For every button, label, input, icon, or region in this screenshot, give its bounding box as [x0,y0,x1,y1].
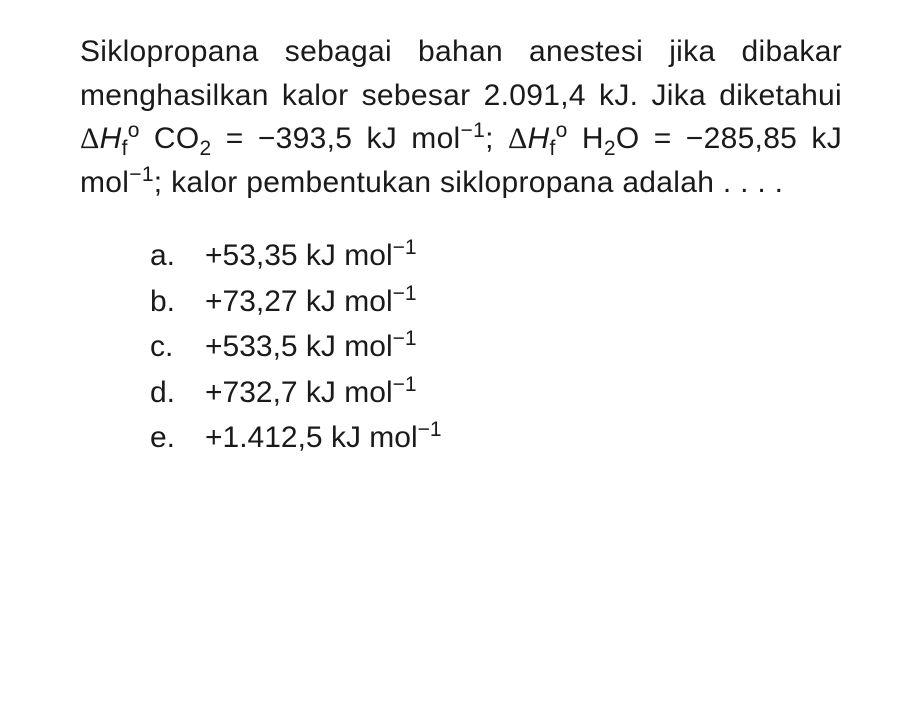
H-symbol: H [528,122,550,155]
question-line1: Siklopropana sebagai bahan anestesi [80,35,643,68]
subscript-2: 2 [200,137,212,160]
question-text: Siklopropana sebagai bahan anestesi jika… [80,30,842,204]
option-b: b. +73,27 kJ mol−1 [150,280,842,324]
superscript-o: o [128,119,140,142]
option-d: d. +732,7 kJ mol−1 [150,371,842,415]
delta-symbol: Δ [508,122,528,155]
options-list: a. +53,35 kJ mol−1 b. +73,27 kJ mol−1 c.… [80,234,842,460]
option-text-e: +1.412,5 kJ mol−1 [205,416,842,460]
question-line3-part1: 2.091,4 kJ. Jika diketahui [484,79,842,112]
semicolon: ; [485,122,508,155]
option-letter-a: a. [150,234,205,278]
option-letter-c: c. [150,325,205,369]
option-e: e. +1.412,5 kJ mol−1 [150,416,842,460]
option-text-b: +73,27 kJ mol−1 [205,280,842,324]
option-letter-d: d. [150,371,205,415]
question-line4-part1: = −393,5 kJ mol [226,122,461,155]
H2O-O: O = [616,122,672,155]
CO2-label: CO [140,122,200,155]
option-letter-b: b. [150,280,205,324]
superscript-o: o [556,119,568,142]
option-a: a. +53,35 kJ mol−1 [150,234,842,278]
option-letter-e: e. [150,416,205,460]
superscript-neg1: −1 [461,119,486,142]
superscript-neg1: −1 [129,163,154,186]
option-text-c: +533,5 kJ mol−1 [205,325,842,369]
option-c: c. +533,5 kJ mol−1 [150,325,842,369]
question-line5-part2: ; kalor pembentukan [154,166,432,199]
question-line6: siklopropana adalah . . . . [440,166,783,199]
option-text-a: +53,35 kJ mol−1 [205,234,842,278]
option-text-d: +732,7 kJ mol−1 [205,371,842,415]
delta-symbol: Δ [80,122,100,155]
H2O-H: H [568,122,604,155]
subscript-2: 2 [604,137,616,160]
H-symbol: H [100,122,122,155]
